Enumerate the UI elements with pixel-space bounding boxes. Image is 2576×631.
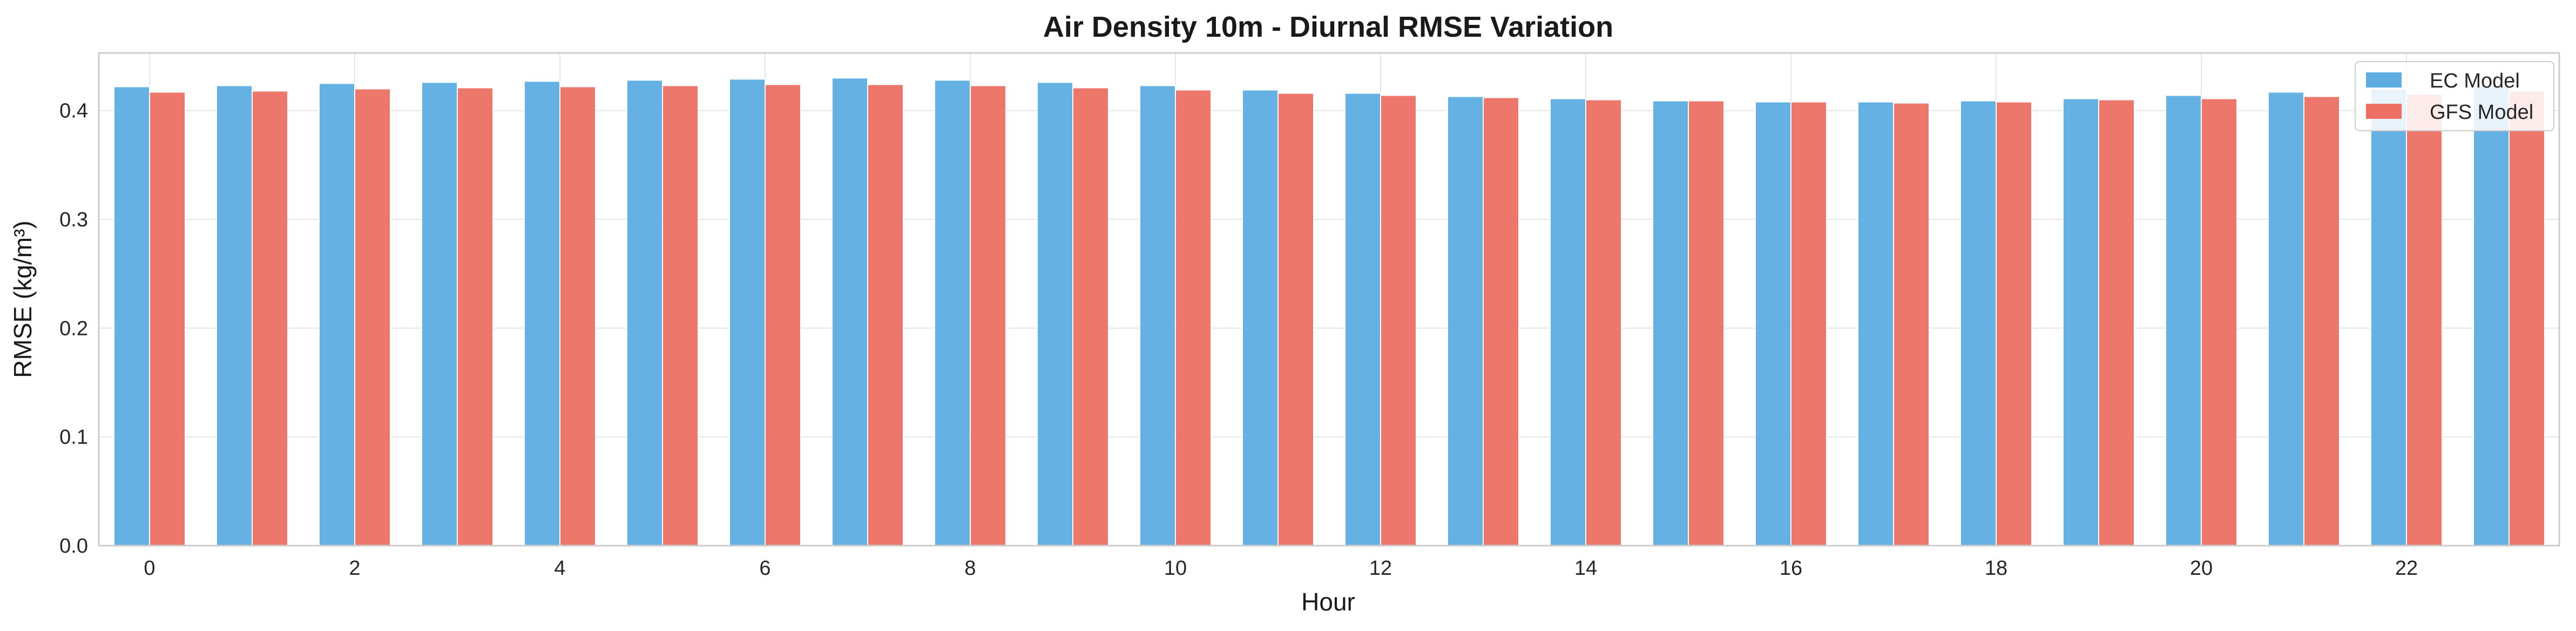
ec-bar	[1242, 89, 1279, 547]
legend-swatch-gfs	[2366, 104, 2402, 119]
ec-bar	[2268, 91, 2304, 547]
x-tick-label: 4	[554, 557, 565, 580]
x-tick-label: 18	[1985, 557, 2007, 580]
ec-bar	[2473, 85, 2510, 547]
ec-bar	[113, 86, 150, 547]
bars	[113, 77, 2545, 547]
x-tick-label: 12	[1369, 557, 1392, 580]
y-tick-labels: 0.0 0.1 0.2 0.3 0.4	[59, 100, 88, 558]
gfs-bar	[457, 87, 493, 547]
chart-title: Air Density 10m - Diurnal RMSE Variation	[1043, 11, 1613, 43]
y-tick-label: 0.4	[59, 100, 88, 123]
plot-frame	[98, 52, 2560, 547]
gfs-bar	[559, 86, 596, 547]
ec-bar	[1550, 98, 1586, 547]
y-tick-label: 0.0	[59, 535, 88, 558]
legend: EC Model GFS Model	[2355, 61, 2554, 131]
gfs-bar	[765, 84, 801, 547]
x-tick-label: 6	[759, 557, 770, 580]
gfs-bar	[1175, 89, 1212, 547]
ec-bar	[934, 79, 971, 547]
gfs-bar	[1380, 95, 1417, 547]
x-tick-labels: 0 2 4 6 8 10 12 14 16 18 20 22	[144, 557, 2418, 580]
ec-bar	[1960, 100, 1997, 547]
ec-bar	[626, 79, 663, 547]
legend-box	[2355, 61, 2554, 131]
ec-bar	[1652, 100, 1689, 547]
ec-bar	[1037, 82, 1073, 547]
legend-label-gfs: GFS Model	[2430, 101, 2533, 124]
y-tick-label: 0.1	[59, 426, 88, 449]
x-tick-label: 10	[1164, 557, 1187, 580]
ec-bar	[1139, 85, 1176, 547]
x-tick-label: 20	[2190, 557, 2213, 580]
gfs-bar	[2201, 98, 2237, 547]
gfs-bar	[252, 90, 288, 547]
ec-bar	[1447, 96, 1484, 547]
ec-bar	[524, 80, 560, 547]
gfs-bar	[2098, 99, 2135, 547]
gfs-bar	[1277, 92, 1314, 547]
x-tick-label: 2	[349, 557, 360, 580]
x-tick-label: 16	[1780, 557, 1802, 580]
ec-bar	[216, 85, 253, 547]
gfs-bar	[2406, 93, 2443, 547]
ec-bar	[1344, 92, 1381, 547]
ec-bar	[2370, 88, 2407, 547]
gfs-bar	[149, 91, 186, 547]
gfs-bar	[867, 84, 904, 547]
y-axis-label: RMSE (kg/m³)	[9, 220, 37, 378]
ec-bar	[2063, 98, 2099, 547]
gfs-bar	[1072, 87, 1109, 547]
ec-bar	[421, 82, 458, 547]
y-tick-label: 0.3	[59, 209, 88, 231]
x-tick-label: 14	[1574, 557, 1597, 580]
gfs-bar	[1893, 102, 1930, 547]
ec-bar	[831, 77, 868, 547]
ec-bar	[2165, 95, 2202, 547]
x-tick-label: 8	[964, 557, 976, 580]
gfs-bar	[1483, 97, 1519, 547]
ec-bar	[319, 83, 355, 547]
ec-bar	[729, 78, 766, 547]
legend-swatch-ec	[2366, 72, 2402, 88]
y-tick-label: 0.2	[59, 317, 88, 340]
gfs-bar	[1688, 100, 1725, 547]
gfs-bar	[1585, 99, 1622, 547]
x-tick-label: 22	[2395, 557, 2418, 580]
gfs-bar	[662, 85, 699, 547]
gfs-bar	[1790, 101, 1827, 547]
gfs-bar	[2303, 96, 2340, 547]
gfs-bar	[354, 88, 391, 547]
gfs-bar	[1996, 101, 2032, 547]
legend-label-ec: EC Model	[2430, 70, 2520, 92]
gfs-bar	[2509, 90, 2545, 547]
x-tick-label: 0	[144, 557, 155, 580]
ec-bar	[1857, 101, 1894, 547]
gfs-bar	[970, 85, 1006, 547]
x-axis-label: Hour	[1301, 588, 1355, 616]
ec-bar	[1755, 101, 1791, 547]
